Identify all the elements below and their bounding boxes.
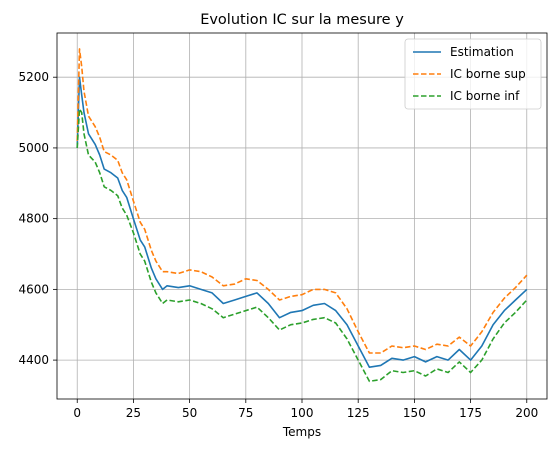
x-tick-label: 0 <box>73 406 81 420</box>
chart-title: Evolution IC sur la mesure y <box>200 12 404 28</box>
series-line-2 <box>76 108 528 383</box>
series-line-1 <box>76 48 528 354</box>
y-tick-label: 4400 <box>18 353 49 367</box>
legend: Estimation IC borne sup IC borne inf <box>404 38 542 110</box>
legend-box <box>404 38 542 110</box>
legend-label-1: IC borne sup <box>450 67 526 81</box>
x-tick-label: 50 <box>182 406 197 420</box>
y-tick-label: 5200 <box>18 70 49 84</box>
x-tick-label: 75 <box>238 406 253 420</box>
x-tick-label: 125 <box>347 406 370 420</box>
series-layer <box>76 48 528 383</box>
legend-label-0: Estimation <box>450 45 514 59</box>
y-tick-label: 5000 <box>18 141 49 155</box>
x-tick-label: 150 <box>403 406 426 420</box>
y-tick-label: 4600 <box>18 282 49 296</box>
x-axis-label: Temps <box>282 425 321 439</box>
x-tick-label: 200 <box>515 406 538 420</box>
y-tick-label: 4800 <box>18 212 49 226</box>
x-tick-label: 25 <box>126 406 141 420</box>
series-line-0 <box>76 76 528 369</box>
x-tick-label: 100 <box>291 406 314 420</box>
x-tick-label: 175 <box>459 406 482 420</box>
legend-label-2: IC borne inf <box>450 89 520 103</box>
y-axis: 4400 4600 4800 5000 5200 <box>18 70 57 367</box>
x-axis: 0 25 50 75 100 125 150 175 200 <box>73 399 538 420</box>
